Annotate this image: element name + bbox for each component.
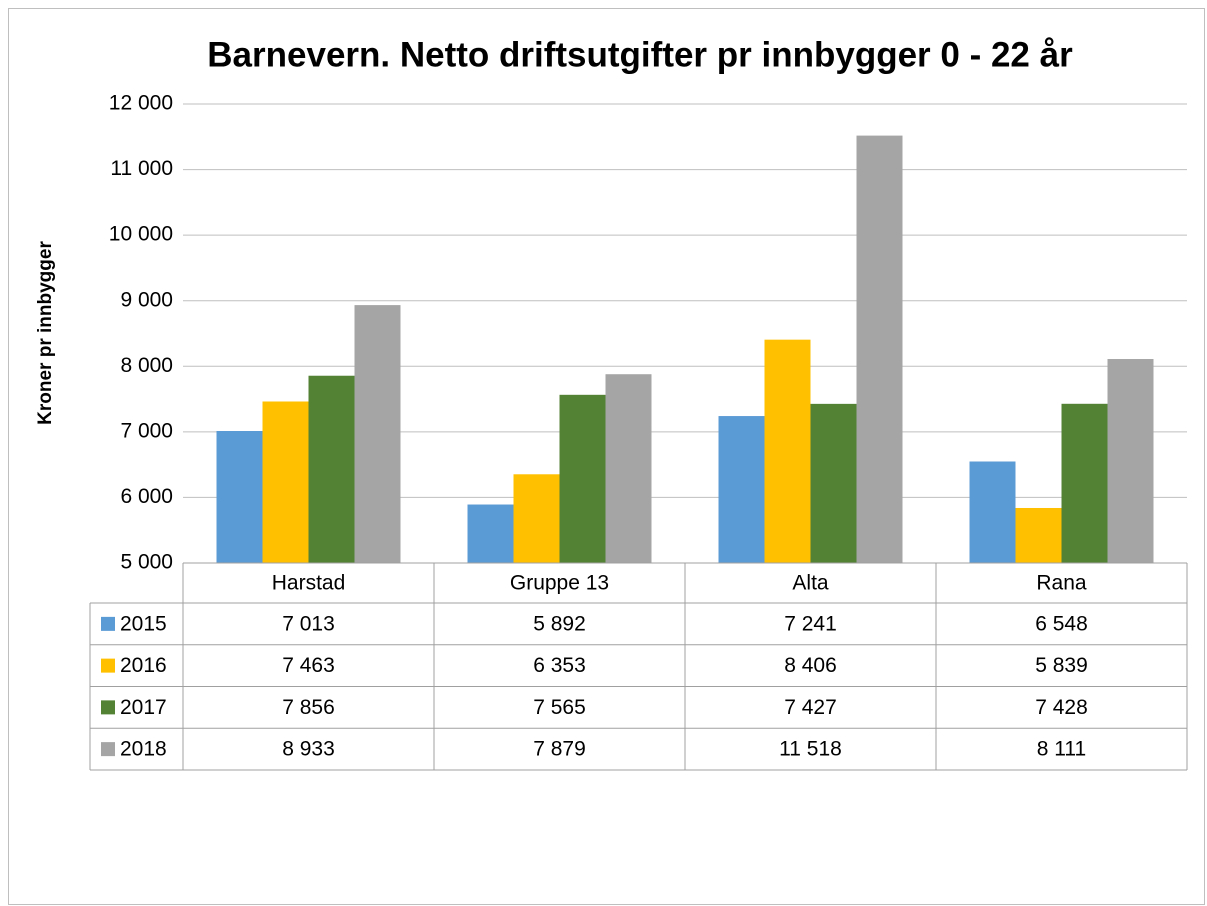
bar: [605, 374, 652, 563]
bar: [764, 339, 811, 563]
table-value: 8 933: [282, 738, 335, 761]
bar: [354, 305, 401, 563]
table-value: 5 892: [533, 612, 586, 635]
y-tick-label: 8 000: [120, 354, 173, 377]
bar: [262, 401, 309, 563]
x-tick-label: Alta: [792, 572, 829, 595]
table-value: 6 353: [533, 654, 586, 677]
y-tick-label: 10 000: [109, 223, 173, 246]
table-value: 8 406: [784, 654, 837, 677]
table-value: 8 111: [1037, 738, 1086, 761]
bar: [1015, 507, 1062, 563]
legend-swatch: [101, 742, 115, 757]
bar: [308, 375, 355, 563]
y-tick-label: 6 000: [120, 485, 173, 508]
bar: [718, 416, 765, 563]
x-tick-label: Gruppe 13: [510, 572, 609, 595]
x-tick-label: Rana: [1036, 572, 1087, 595]
table-value: 7 565: [533, 696, 586, 719]
bar: [559, 394, 606, 563]
bar: [216, 431, 263, 563]
bar: [969, 461, 1016, 563]
y-tick-label: 5 000: [120, 551, 173, 574]
x-tick-label: Harstad: [272, 572, 346, 595]
table-value: 7 428: [1035, 696, 1088, 719]
bar: [467, 504, 514, 563]
bar: [1107, 359, 1154, 563]
y-tick-label: 11 000: [110, 157, 173, 180]
chart-title: Barnevern. Netto driftsutgifter pr innby…: [207, 35, 1073, 74]
legend-label: 2018: [120, 738, 167, 761]
table-value: 7 427: [784, 696, 837, 719]
legend-label: 2017: [120, 696, 167, 719]
table-value: 7 013: [282, 612, 335, 635]
bar: [810, 403, 857, 563]
y-axis-label: Kroner pr innbygger: [35, 241, 56, 425]
y-tick-label: 12 000: [109, 92, 173, 115]
legend-swatch: [101, 700, 115, 715]
table-value: 11 518: [779, 738, 842, 761]
y-tick-label: 9 000: [120, 288, 173, 311]
legend-swatch: [101, 658, 115, 673]
legend-swatch: [101, 616, 115, 631]
y-tick-label: 7 000: [120, 419, 173, 442]
legend-label: 2016: [120, 654, 167, 677]
bar: [1061, 403, 1108, 563]
table-value: 7 241: [784, 612, 837, 635]
table-value: 7 463: [282, 654, 335, 677]
legend-label: 2015: [120, 612, 167, 635]
bar: [513, 474, 560, 563]
table-value: 7 879: [533, 738, 586, 761]
bar: [856, 135, 903, 564]
table-value: 7 856: [282, 696, 335, 719]
table-value: 6 548: [1035, 612, 1088, 635]
table-value: 5 839: [1035, 654, 1088, 677]
